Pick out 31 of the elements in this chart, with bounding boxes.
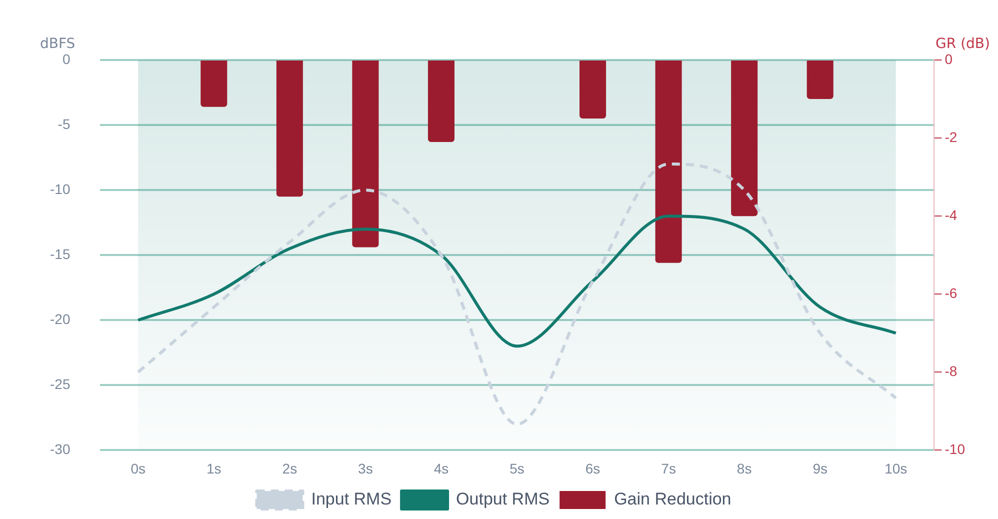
y-axis-title: dBFS (40, 36, 76, 52)
x-tick-label: 8s (736, 460, 752, 476)
y2-tick-label: -4 (944, 206, 958, 223)
line-series (136, 162, 898, 426)
y-tick-label: -10 (50, 180, 70, 197)
x-tick-label: 6s (585, 460, 600, 476)
x-tick-label: 7s (661, 460, 676, 476)
legend-label: Output RMS (456, 490, 550, 509)
x-tick-label: 5s (510, 460, 524, 476)
x-tick-label: 0s (130, 460, 146, 476)
y-tick-label: -5 (58, 116, 70, 132)
x-tick-label: 3s (358, 460, 373, 476)
y2-tick-label: 0 (944, 50, 953, 67)
y-tick-label: -30 (50, 441, 70, 458)
legend-label: Input RMS (311, 490, 392, 509)
y-tick-label: -15 (50, 246, 70, 262)
y-tick-label: 0 (62, 50, 70, 67)
legend-label: Gain Reduction (614, 490, 732, 509)
y2-tick-label: -8 (944, 363, 958, 380)
y2-tick-label: -6 (944, 284, 958, 301)
x-tick-label: 9s (812, 460, 828, 476)
y2-tick-label: -2 (944, 128, 958, 145)
x-tick-label: 10s (884, 460, 908, 476)
y-tick-label: -25 (50, 376, 70, 392)
x-tick-label: 1s (206, 460, 222, 476)
y2-axis-title: GR (dB) (936, 36, 990, 52)
y-tick-label: -20 (50, 310, 70, 327)
y2-tick-label: -10 (944, 441, 966, 458)
x-tick-label: 4s (434, 460, 449, 476)
line-series (136, 214, 898, 348)
x-tick-label: 2s (282, 460, 298, 476)
